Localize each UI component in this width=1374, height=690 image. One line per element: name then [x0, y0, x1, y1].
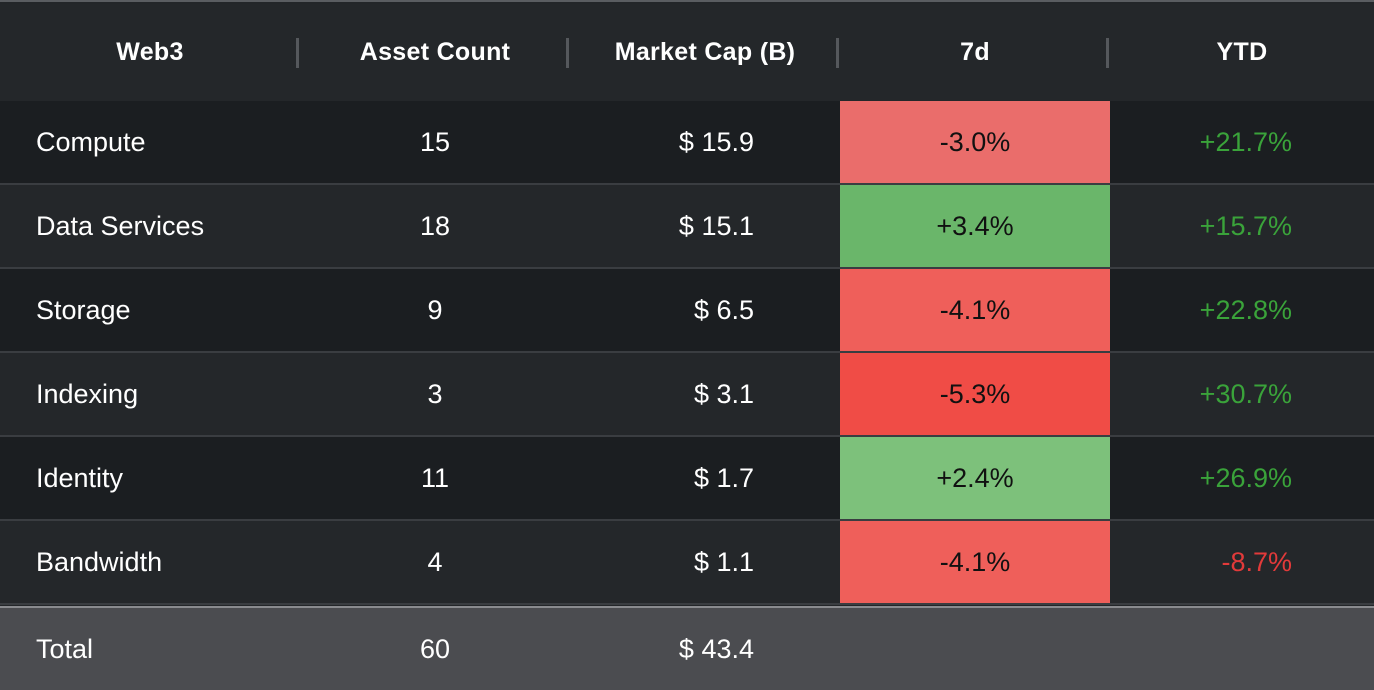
header-market-cap[interactable]: Market Cap (B) — [614, 38, 796, 66]
ytd-cell: +30.7% — [1199, 378, 1292, 409]
category-cell: Storage — [36, 294, 131, 325]
column-separator[interactable] — [1106, 38, 1109, 68]
asset-count-cell: 4 — [427, 546, 443, 577]
column-separator[interactable] — [836, 38, 839, 68]
change-7d-cell: -4.1% — [840, 269, 1110, 351]
market-cap-cell: $ 6.5 — [693, 294, 754, 325]
ytd-cell: -8.7% — [1221, 546, 1292, 577]
table-row: Indexing 3 $ 3.1 -5.3% +30.7% — [0, 353, 1374, 437]
asset-count-cell: 9 — [427, 294, 443, 325]
table-row: Identity 11 $ 1.7 +2.4% +26.9% — [0, 437, 1374, 521]
market-cap-cell: $ 3.1 — [693, 378, 754, 409]
table-header: Web3 Asset Count Market Cap (B) 7d YTD — [0, 4, 1374, 103]
ytd-cell: +15.7% — [1199, 210, 1292, 241]
market-cap-cell: $ 15.9 — [678, 126, 754, 157]
category-cell: Bandwidth — [36, 546, 163, 577]
table-row: Storage 9 $ 6.5 -4.1% +22.8% — [0, 269, 1374, 353]
column-separator[interactable] — [566, 38, 569, 68]
total-row: Total 60 $ 43.4 — [0, 606, 1374, 690]
change-7d-cell: +3.4% — [840, 185, 1110, 267]
change-7d-cell: +2.4% — [840, 437, 1110, 519]
table-row: Data Services 18 $ 15.1 +3.4% +15.7% — [0, 185, 1374, 269]
total-asset-count: 60 — [419, 633, 451, 664]
asset-count-cell: 15 — [419, 126, 451, 157]
ytd-cell: +22.8% — [1199, 294, 1292, 325]
header-asset-count[interactable]: Asset Count — [359, 38, 511, 66]
category-cell: Data Services — [36, 210, 205, 241]
market-cap-cell: $ 15.1 — [678, 210, 754, 241]
header-web3[interactable]: Web3 — [116, 38, 184, 66]
ytd-cell: +21.7% — [1199, 126, 1292, 157]
category-cell: Indexing — [36, 378, 139, 409]
market-cap-cell: $ 1.7 — [693, 462, 754, 493]
change-7d-cell: -5.3% — [840, 353, 1110, 435]
change-7d-cell: -4.1% — [840, 521, 1110, 603]
column-separator[interactable] — [296, 38, 299, 68]
category-cell: Identity — [36, 462, 124, 493]
total-label: Total — [36, 633, 94, 664]
header-ytd[interactable]: YTD — [1216, 38, 1268, 66]
category-cell: Compute — [36, 126, 146, 157]
market-cap-cell: $ 1.1 — [693, 546, 754, 577]
asset-count-cell: 3 — [427, 378, 443, 409]
table-row: Bandwidth 4 $ 1.1 -4.1% -8.7% — [0, 521, 1374, 605]
asset-count-cell: 18 — [419, 210, 451, 241]
ytd-cell: +26.9% — [1199, 462, 1292, 493]
table-row: Compute 15 $ 15.9 -3.0% +21.7% — [0, 101, 1374, 185]
header-7d[interactable]: 7d — [960, 38, 990, 66]
total-market-cap: $ 43.4 — [678, 633, 754, 664]
asset-count-cell: 11 — [420, 462, 450, 493]
change-7d-cell: -3.0% — [840, 101, 1110, 183]
